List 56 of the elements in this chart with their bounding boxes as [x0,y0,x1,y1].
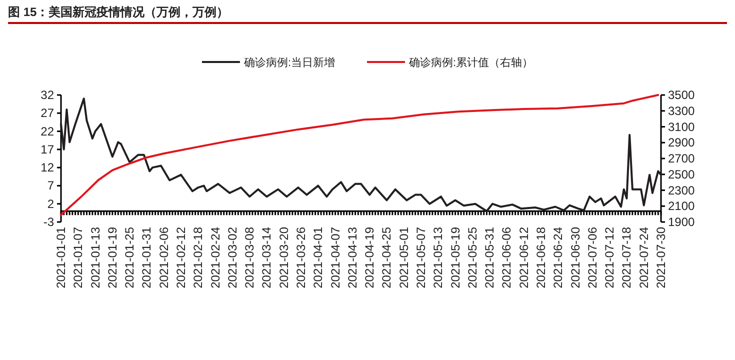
x-tick-label: 2021-01-13 [88,226,102,288]
x-tick-label: 2021-07-06 [585,226,600,288]
x-tick-label: 2021-07-18 [620,226,634,288]
x-tick-label: 2021-03-20 [276,226,291,288]
legend-label: 确诊病例:当日新增 [242,56,335,69]
y2-tick-label: 3300 [668,104,696,118]
x-tick-label: 2021-05-25 [465,226,480,288]
x-tick-label: 2021-03-26 [294,226,308,288]
x-tick-label: 2021-06-18 [534,226,548,288]
y-tick-label: 7 [47,178,54,193]
x-tick-label: 2021-01-07 [71,226,86,288]
x-tick-label: 2021-01-19 [105,226,120,288]
y-tick-label: 12 [40,160,54,175]
x-tick-label: 2021-04-13 [345,226,360,288]
x-tick-label: 2021-04-01 [311,226,326,288]
x-tick-label: 2021-01-31 [140,226,154,288]
x-tick-label: 2021-06-24 [551,226,566,288]
x-tick-label: 2021-04-07 [328,226,342,288]
x-tick-label: 2021-07-30 [654,226,668,288]
x-tick-label: 2021-03-08 [242,226,257,288]
y2-tick-label: 2700 [668,152,696,166]
y-tick-label: 27 [40,106,54,120]
x-tick-label: 2021-04-25 [380,226,394,288]
x-tick-label: 2021-01-01 [54,226,68,288]
x-tick-label: 2021-02-06 [156,226,171,288]
x-tick-label: 2021-07-12 [602,226,617,288]
y-tick-label: 32 [40,88,54,102]
y2-tick-label: 1900 [668,215,696,229]
chart-title: 图 15：美国新冠疫情情况（万例，万例） [8,5,229,19]
y-tick-label: 22 [40,124,54,138]
x-tick-label: 2021-03-14 [260,226,274,288]
x-tick-label: 2021-07-24 [636,226,651,288]
x-tick-label: 2021-02-18 [191,226,206,288]
y2-tick-label: 2900 [668,136,696,150]
y-tick-label: -3 [43,215,54,229]
y-tick-label: 17 [40,142,54,156]
x-tick-label: 2021-06-06 [500,226,514,288]
x-tick-label: 2021-06-30 [568,226,582,288]
y-tick-label: 2 [47,196,54,211]
x-tick-label: 2021-02-12 [174,226,188,288]
x-tick-label: 2021-06-12 [516,226,531,288]
y2-tick-label: 2100 [668,199,696,214]
legend-label: 确诊病例:累计值（右轴） [408,56,534,69]
y2-tick-label: 3500 [668,88,696,102]
x-tick-label: 2021-05-01 [396,226,411,288]
x-tick-label: 2021-03-02 [225,226,240,288]
x-tick-label: 2021-05-13 [431,226,446,288]
x-tick-label: 2021-05-07 [414,226,428,288]
x-tick-label: 2021-01-25 [122,226,137,288]
x-tick-label: 2021-05-31 [482,226,497,288]
y2-tick-label: 2300 [668,183,696,198]
y2-tick-label: 2500 [668,167,696,182]
x-tick-label: 2021-02-24 [208,226,222,288]
y2-tick-label: 3100 [668,120,696,134]
x-tick-label: 2021-04-19 [362,226,377,288]
x-tick-label: 2021-05-19 [448,226,462,288]
